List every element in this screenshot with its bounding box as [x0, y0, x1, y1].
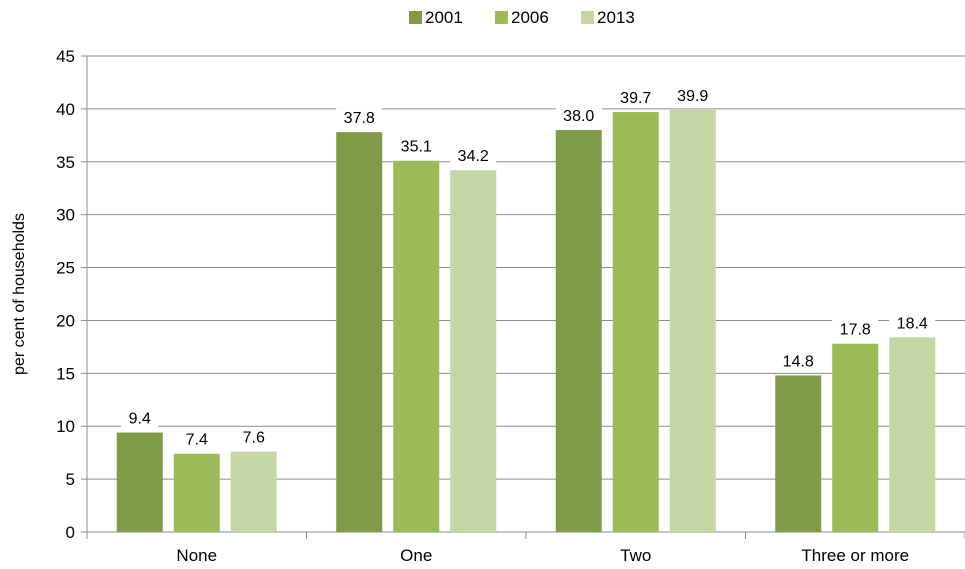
x-category-label: Two — [620, 546, 651, 565]
bar-2013-none — [230, 451, 277, 532]
data-label: 7.6 — [243, 430, 265, 447]
data-label: 37.8 — [344, 110, 375, 127]
data-label: 18.4 — [897, 315, 928, 332]
bar-2001-none — [116, 432, 163, 532]
bar-2006-one — [393, 160, 440, 532]
legend-label-2001: 2001 — [425, 8, 463, 27]
data-label: 39.9 — [677, 88, 708, 105]
x-category-label: Three or more — [801, 546, 909, 565]
data-label: 39.7 — [620, 90, 651, 107]
x-category-label: One — [400, 546, 432, 565]
bar-2006-two — [612, 112, 659, 532]
legend-label-2013: 2013 — [597, 8, 635, 27]
data-label: 35.1 — [401, 139, 432, 156]
data-label-bg — [832, 319, 879, 340]
data-label: 34.2 — [458, 148, 489, 165]
data-label-bg — [121, 408, 159, 429]
bar-2006-three-or-more — [832, 343, 879, 532]
data-label-bg — [178, 429, 216, 450]
bar-2001-two — [555, 130, 602, 533]
data-label-bg — [393, 136, 440, 157]
data-label-bg — [889, 313, 936, 334]
legend-swatch-2001 — [409, 11, 422, 24]
bars — [116, 109, 936, 533]
data-label-bg — [450, 146, 497, 167]
y-tick-label: 20 — [56, 311, 75, 330]
data-label: 7.4 — [186, 432, 208, 449]
bar-2006-none — [173, 453, 220, 532]
y-tick-label: 35 — [56, 153, 75, 172]
x-category-label: None — [176, 546, 217, 565]
bar-2001-one — [336, 132, 383, 532]
data-label-bg — [775, 351, 822, 372]
y-tick-label: 25 — [56, 259, 75, 278]
data-label: 38.0 — [563, 108, 594, 125]
data-label: 14.8 — [783, 353, 814, 370]
y-tick-label: 30 — [56, 206, 75, 225]
axes: 0 5 10 15 20 25 30 35 40 45 None One Two Three or mor… — [56, 47, 965, 565]
bar-2013-three-or-more — [889, 337, 936, 532]
data-label: 9.4 — [129, 411, 151, 428]
legend-label-2006: 2006 — [511, 8, 549, 27]
data-label-bg — [612, 88, 659, 109]
data-label-bg — [235, 427, 273, 448]
y-tick-label: 45 — [56, 47, 75, 66]
bar-2013-two — [669, 109, 716, 533]
y-tick-label: 5 — [66, 470, 75, 489]
y-tick-label: 15 — [56, 364, 75, 383]
y-tick-label: 40 — [56, 100, 75, 119]
data-labels: 9.4 7.4 7.6 37.8 35.1 34.2 38.0 39.7 39.9 14.8 17.… — [121, 85, 936, 450]
bar-2001-three-or-more — [775, 375, 822, 532]
legend-swatch-2006 — [495, 11, 508, 24]
y-axis-title: per cent of households — [11, 213, 28, 375]
bar-2013-one — [450, 170, 497, 533]
data-label-bg — [336, 108, 383, 129]
y-tick-label: 10 — [56, 417, 75, 436]
legend-swatch-2013 — [581, 11, 594, 24]
data-label-bg — [669, 85, 716, 106]
gridlines — [87, 55, 965, 480]
legend: 2001 2006 2013 — [409, 8, 635, 27]
data-label-bg — [555, 106, 602, 127]
data-label: 17.8 — [840, 322, 871, 339]
y-tick-label: 0 — [66, 523, 75, 542]
